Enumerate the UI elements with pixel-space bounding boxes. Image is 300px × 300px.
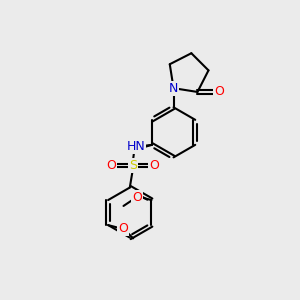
Text: O: O <box>106 159 116 172</box>
Text: O: O <box>118 221 128 235</box>
Text: O: O <box>132 190 142 204</box>
Text: O: O <box>149 159 159 172</box>
Text: O: O <box>214 85 224 98</box>
Text: S: S <box>129 159 137 172</box>
Text: HN: HN <box>126 140 145 153</box>
Text: N: N <box>169 82 178 95</box>
